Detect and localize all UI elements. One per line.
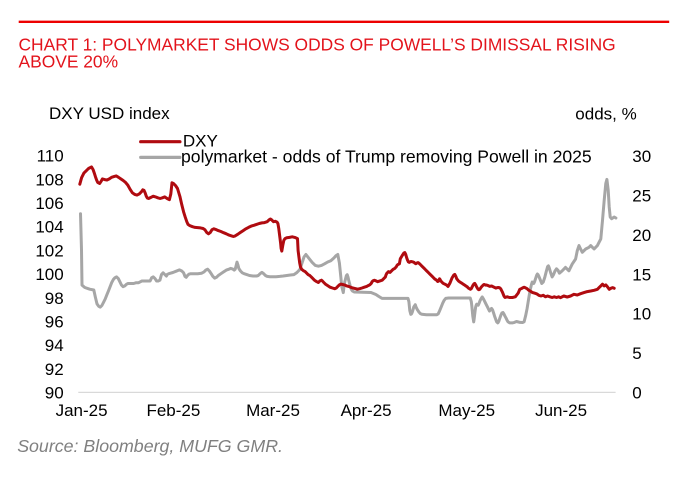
svg-text:Source: Bloomberg, MUFG GMR.: Source: Bloomberg, MUFG GMR. bbox=[17, 436, 283, 456]
svg-text:10: 10 bbox=[632, 305, 651, 324]
svg-text:94: 94 bbox=[45, 336, 64, 355]
svg-text:Apr-25: Apr-25 bbox=[341, 401, 392, 420]
svg-text:DXY: DXY bbox=[183, 132, 218, 151]
svg-text:5: 5 bbox=[632, 344, 641, 363]
svg-text:Feb-25: Feb-25 bbox=[146, 401, 200, 420]
svg-text:polymarket - odds of Trump rem: polymarket - odds of Trump removing Powe… bbox=[181, 147, 592, 167]
svg-text:Mar-25: Mar-25 bbox=[246, 401, 300, 420]
svg-text:May-25: May-25 bbox=[438, 401, 495, 420]
svg-text:102: 102 bbox=[35, 241, 63, 260]
svg-text:CHART 1: POLYMARKET SHOWS ODDS: CHART 1: POLYMARKET SHOWS ODDS OF POWELL… bbox=[19, 35, 616, 55]
svg-text:98: 98 bbox=[45, 289, 64, 308]
svg-text:90: 90 bbox=[45, 384, 64, 403]
svg-text:106: 106 bbox=[35, 194, 63, 213]
svg-text:108: 108 bbox=[35, 170, 63, 189]
svg-text:20: 20 bbox=[632, 226, 651, 245]
svg-text:96: 96 bbox=[45, 313, 64, 332]
svg-text:DXY USD index: DXY USD index bbox=[49, 104, 170, 123]
svg-text:Jun-25: Jun-25 bbox=[535, 401, 587, 420]
svg-text:30: 30 bbox=[632, 147, 651, 166]
svg-text:0: 0 bbox=[632, 384, 641, 403]
svg-text:100: 100 bbox=[35, 265, 63, 284]
svg-text:odds, %: odds, % bbox=[575, 105, 636, 124]
svg-text:104: 104 bbox=[35, 218, 63, 237]
svg-text:ABOVE 20%: ABOVE 20% bbox=[19, 52, 119, 72]
svg-text:15: 15 bbox=[632, 265, 651, 284]
svg-text:Jan-25: Jan-25 bbox=[56, 401, 108, 420]
svg-text:92: 92 bbox=[45, 360, 64, 379]
svg-text:110: 110 bbox=[37, 147, 64, 166]
svg-text:25: 25 bbox=[632, 187, 651, 206]
